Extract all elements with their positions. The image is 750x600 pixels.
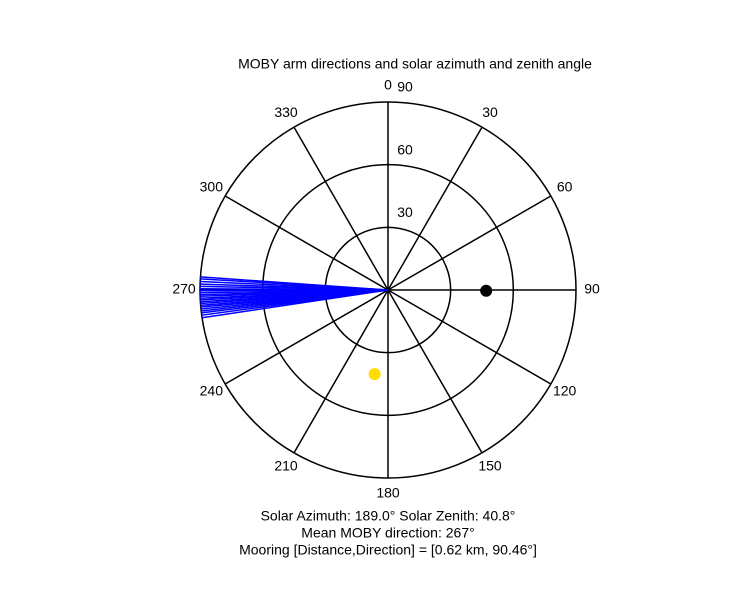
note: Solar Azimuth: 189.0° Solar Zenith: 40.8… bbox=[261, 508, 516, 524]
angle-tick-label: 0 bbox=[384, 77, 392, 93]
angle-tick-label: 270 bbox=[172, 281, 196, 297]
sun-position bbox=[368, 368, 381, 381]
note: Mean MOBY direction: 267° bbox=[301, 525, 474, 541]
spoke bbox=[293, 289, 389, 454]
mooring-position bbox=[480, 284, 493, 297]
note: Mooring [Distance,Direction] = [0.62 km,… bbox=[239, 542, 537, 558]
spoke bbox=[293, 126, 389, 291]
chart-title: MOBY arm directions and solar azimuth an… bbox=[238, 56, 592, 72]
spoke bbox=[224, 289, 389, 385]
angle-tick-label: 120 bbox=[553, 383, 577, 399]
r-tick-label: 30 bbox=[397, 204, 413, 220]
angle-tick-label: 210 bbox=[274, 457, 298, 473]
angle-tick-label: 30 bbox=[482, 104, 498, 120]
angle-tick-label: 60 bbox=[557, 179, 573, 195]
spoke bbox=[387, 289, 483, 454]
angle-tick-label: 90 bbox=[584, 281, 600, 297]
spoke bbox=[387, 289, 552, 385]
spoke bbox=[224, 195, 389, 291]
spoke bbox=[387, 126, 483, 291]
r-tick-label: 60 bbox=[397, 141, 413, 157]
r-tick-label: 90 bbox=[397, 79, 413, 95]
arm-direction bbox=[200, 276, 389, 291]
angle-tick-label: 150 bbox=[478, 457, 502, 473]
angle-tick-label: 300 bbox=[200, 179, 224, 195]
spoke bbox=[387, 195, 552, 291]
angle-tick-label: 240 bbox=[200, 383, 224, 399]
angle-tick-label: 330 bbox=[274, 104, 298, 120]
angle-tick-label: 180 bbox=[376, 485, 400, 501]
